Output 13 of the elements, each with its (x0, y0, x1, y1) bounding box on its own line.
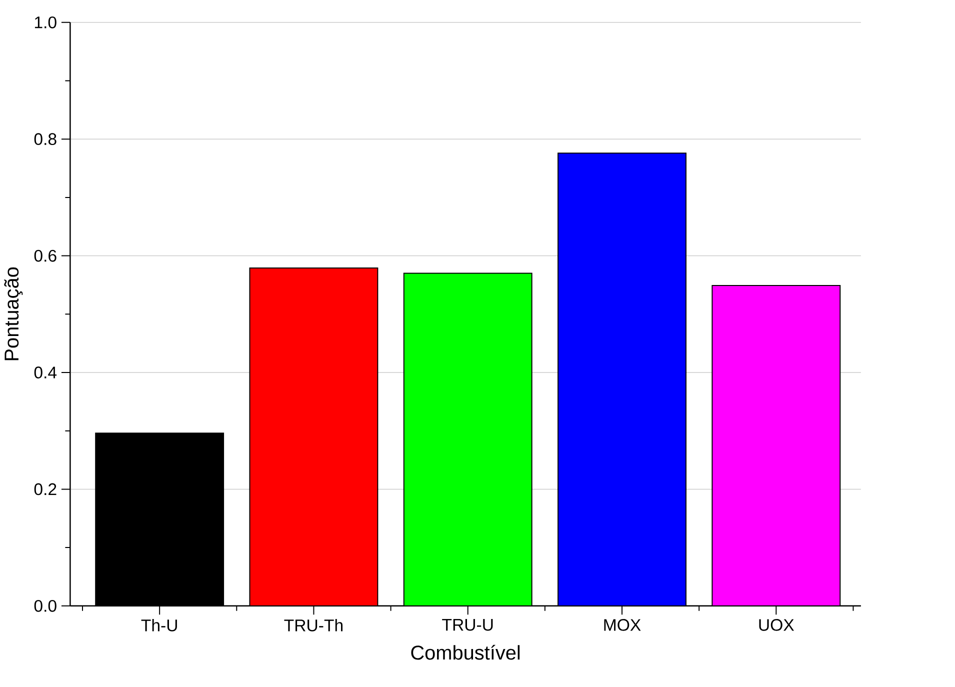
x-tick-label: Th-U (141, 618, 177, 632)
x-tick-label: TRU-U (442, 618, 493, 631)
y-tick-label: 0.6 (34, 250, 56, 262)
x-axis-title: Combustível (411, 644, 520, 660)
y-tick-label: 0.2 (34, 483, 56, 496)
y-tick-label: 0.8 (34, 133, 56, 145)
x-tick-label: MOX (604, 618, 641, 631)
y-tick-label: 0.4 (34, 366, 57, 378)
x-tick-label: UOX (759, 618, 794, 631)
x-tick-label: TRU-Th (284, 618, 342, 632)
y-tick-label: 0.0 (34, 600, 56, 612)
y-axis-title: Pontuação (4, 267, 23, 360)
y-tick-label: 1.0 (34, 16, 56, 28)
